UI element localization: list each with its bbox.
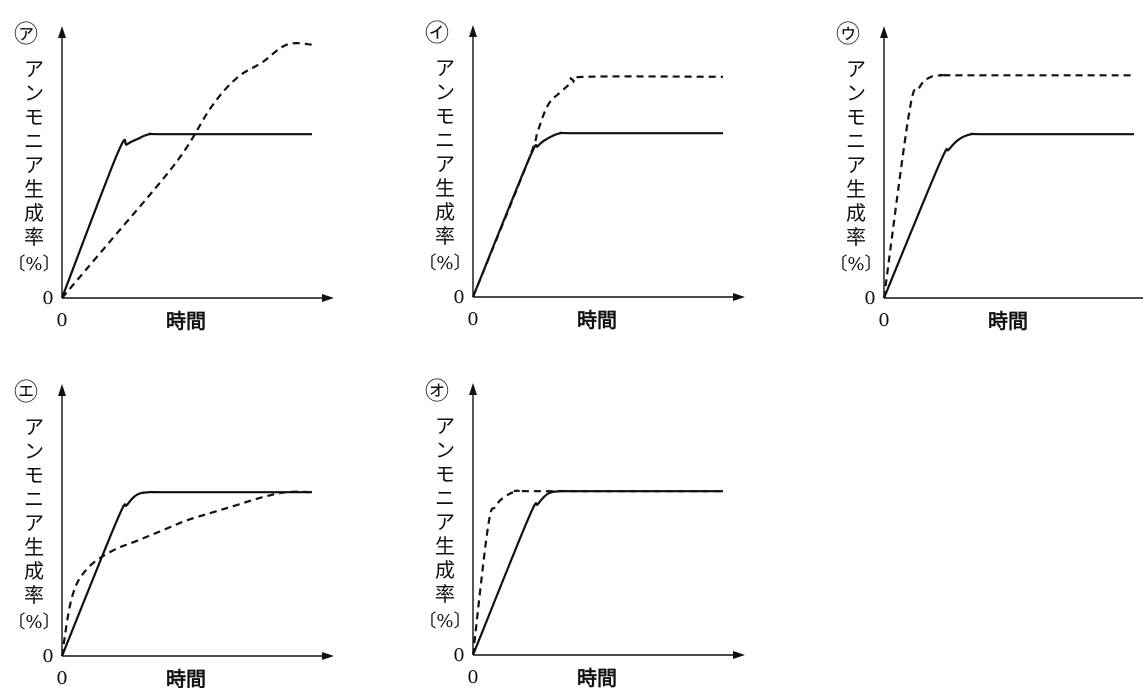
origin-y-label: 0 xyxy=(453,287,464,308)
solid-series-line xyxy=(471,489,723,656)
x-axis-label: 時間 xyxy=(577,666,617,688)
y-axis-unit: 〔%〕 xyxy=(418,611,471,632)
y-axis-label-char: 成 xyxy=(24,559,44,583)
origin-x-label: 0 xyxy=(878,310,889,331)
y-axis-label-char: ア xyxy=(24,57,44,81)
x-axis-label: 時間 xyxy=(988,309,1028,333)
y-axis-label-char: ン xyxy=(24,439,44,463)
y-axis-arrow-icon xyxy=(880,26,888,38)
x-axis-arrow-icon xyxy=(322,294,334,302)
y-axis-label-char: ア xyxy=(846,57,866,81)
origin-y-label: 0 xyxy=(864,288,875,309)
dashed-series-line xyxy=(471,489,723,656)
y-axis-label-char: 率 xyxy=(435,582,455,606)
y-axis-label-char: 率 xyxy=(24,225,44,249)
y-axis-label-char: ン xyxy=(435,80,455,104)
y-axis-unit: 〔%〕 xyxy=(418,253,471,274)
dashed-series-line xyxy=(882,73,1134,299)
panel-label: ㋐ xyxy=(14,20,38,48)
origin-x-label: 0 xyxy=(467,309,478,330)
y-axis-arrow-icon xyxy=(58,384,66,396)
y-axis-label-char: 率 xyxy=(435,224,455,248)
y-axis-label-char: ア xyxy=(24,511,44,535)
y-axis-label-char: 率 xyxy=(24,583,44,607)
panel-label: ㋒ xyxy=(836,20,860,48)
y-axis-label-char: モ xyxy=(24,105,44,129)
x-axis-label: 時間 xyxy=(166,667,206,688)
y-axis-label-char: ア xyxy=(435,510,455,534)
y-axis-label-char: ア xyxy=(435,414,455,438)
y-axis-label-char: モ xyxy=(24,463,44,487)
y-axis-unit: 〔%〕 xyxy=(7,612,60,633)
panel-label: ㋔ xyxy=(425,377,449,405)
x-axis-label: 時間 xyxy=(577,308,617,332)
origin-x-label: 0 xyxy=(56,310,67,331)
x-axis-arrow-icon xyxy=(322,652,334,660)
solid-series-line xyxy=(60,490,312,657)
y-axis-arrow-icon xyxy=(58,26,66,38)
x-axis-arrow-icon xyxy=(733,651,745,659)
y-axis-label-char: ン xyxy=(435,438,455,462)
y-axis-label-char: 成 xyxy=(435,558,455,582)
y-axis-label-char: 生 xyxy=(435,176,455,200)
y-axis-label-char: モ xyxy=(435,462,455,486)
y-axis-label-char: ア xyxy=(24,153,44,177)
origin-x-label: 0 xyxy=(56,668,67,688)
y-axis-arrow-icon xyxy=(469,25,477,37)
y-axis-label-char: 生 xyxy=(24,177,44,201)
y-axis-label-char: 成 xyxy=(846,201,866,225)
y-axis-label-char: ア xyxy=(24,415,44,439)
y-axis-unit: 〔%〕 xyxy=(7,254,60,275)
solid-series-line xyxy=(471,131,723,298)
solid-series-line xyxy=(882,132,1134,299)
y-axis-label-char: ニ xyxy=(846,129,866,153)
y-axis-label-char: ン xyxy=(846,81,866,105)
origin-y-label: 0 xyxy=(42,288,53,309)
y-axis-label-char: 生 xyxy=(24,535,44,559)
y-axis-label-char: ア xyxy=(435,152,455,176)
x-axis-label: 時間 xyxy=(166,309,206,333)
y-axis-label-char: 生 xyxy=(846,177,866,201)
dashed-series-line xyxy=(60,490,313,657)
panel-label: ㋑ xyxy=(425,19,449,47)
y-axis-label-char: 成 xyxy=(435,200,455,224)
origin-x-label: 0 xyxy=(467,667,478,688)
origin-y-label: 0 xyxy=(453,645,464,666)
y-axis-label-char: ニ xyxy=(24,129,44,153)
y-axis-label-char: モ xyxy=(846,105,866,129)
y-axis-label-char: ニ xyxy=(24,487,44,511)
y-axis-label-char: ン xyxy=(24,81,44,105)
y-axis-label-char: モ xyxy=(435,104,455,128)
y-axis-label-char: 生 xyxy=(435,534,455,558)
panel-label: ㋓ xyxy=(14,378,38,406)
y-axis-label-char: ア xyxy=(846,153,866,177)
dashed-series-line xyxy=(61,42,313,299)
x-axis-arrow-icon xyxy=(733,293,745,301)
y-axis-label-char: 率 xyxy=(846,225,866,249)
dashed-series-line xyxy=(471,75,724,298)
y-axis-label-char: 成 xyxy=(24,201,44,225)
y-axis-label-char: ニ xyxy=(435,486,455,510)
y-axis-label-char: ニ xyxy=(435,128,455,152)
y-axis-label-char: ア xyxy=(435,56,455,80)
y-axis-arrow-icon xyxy=(469,383,477,395)
solid-series-line xyxy=(60,132,312,299)
origin-y-label: 0 xyxy=(42,646,53,667)
y-axis-unit: 〔%〕 xyxy=(829,254,882,275)
